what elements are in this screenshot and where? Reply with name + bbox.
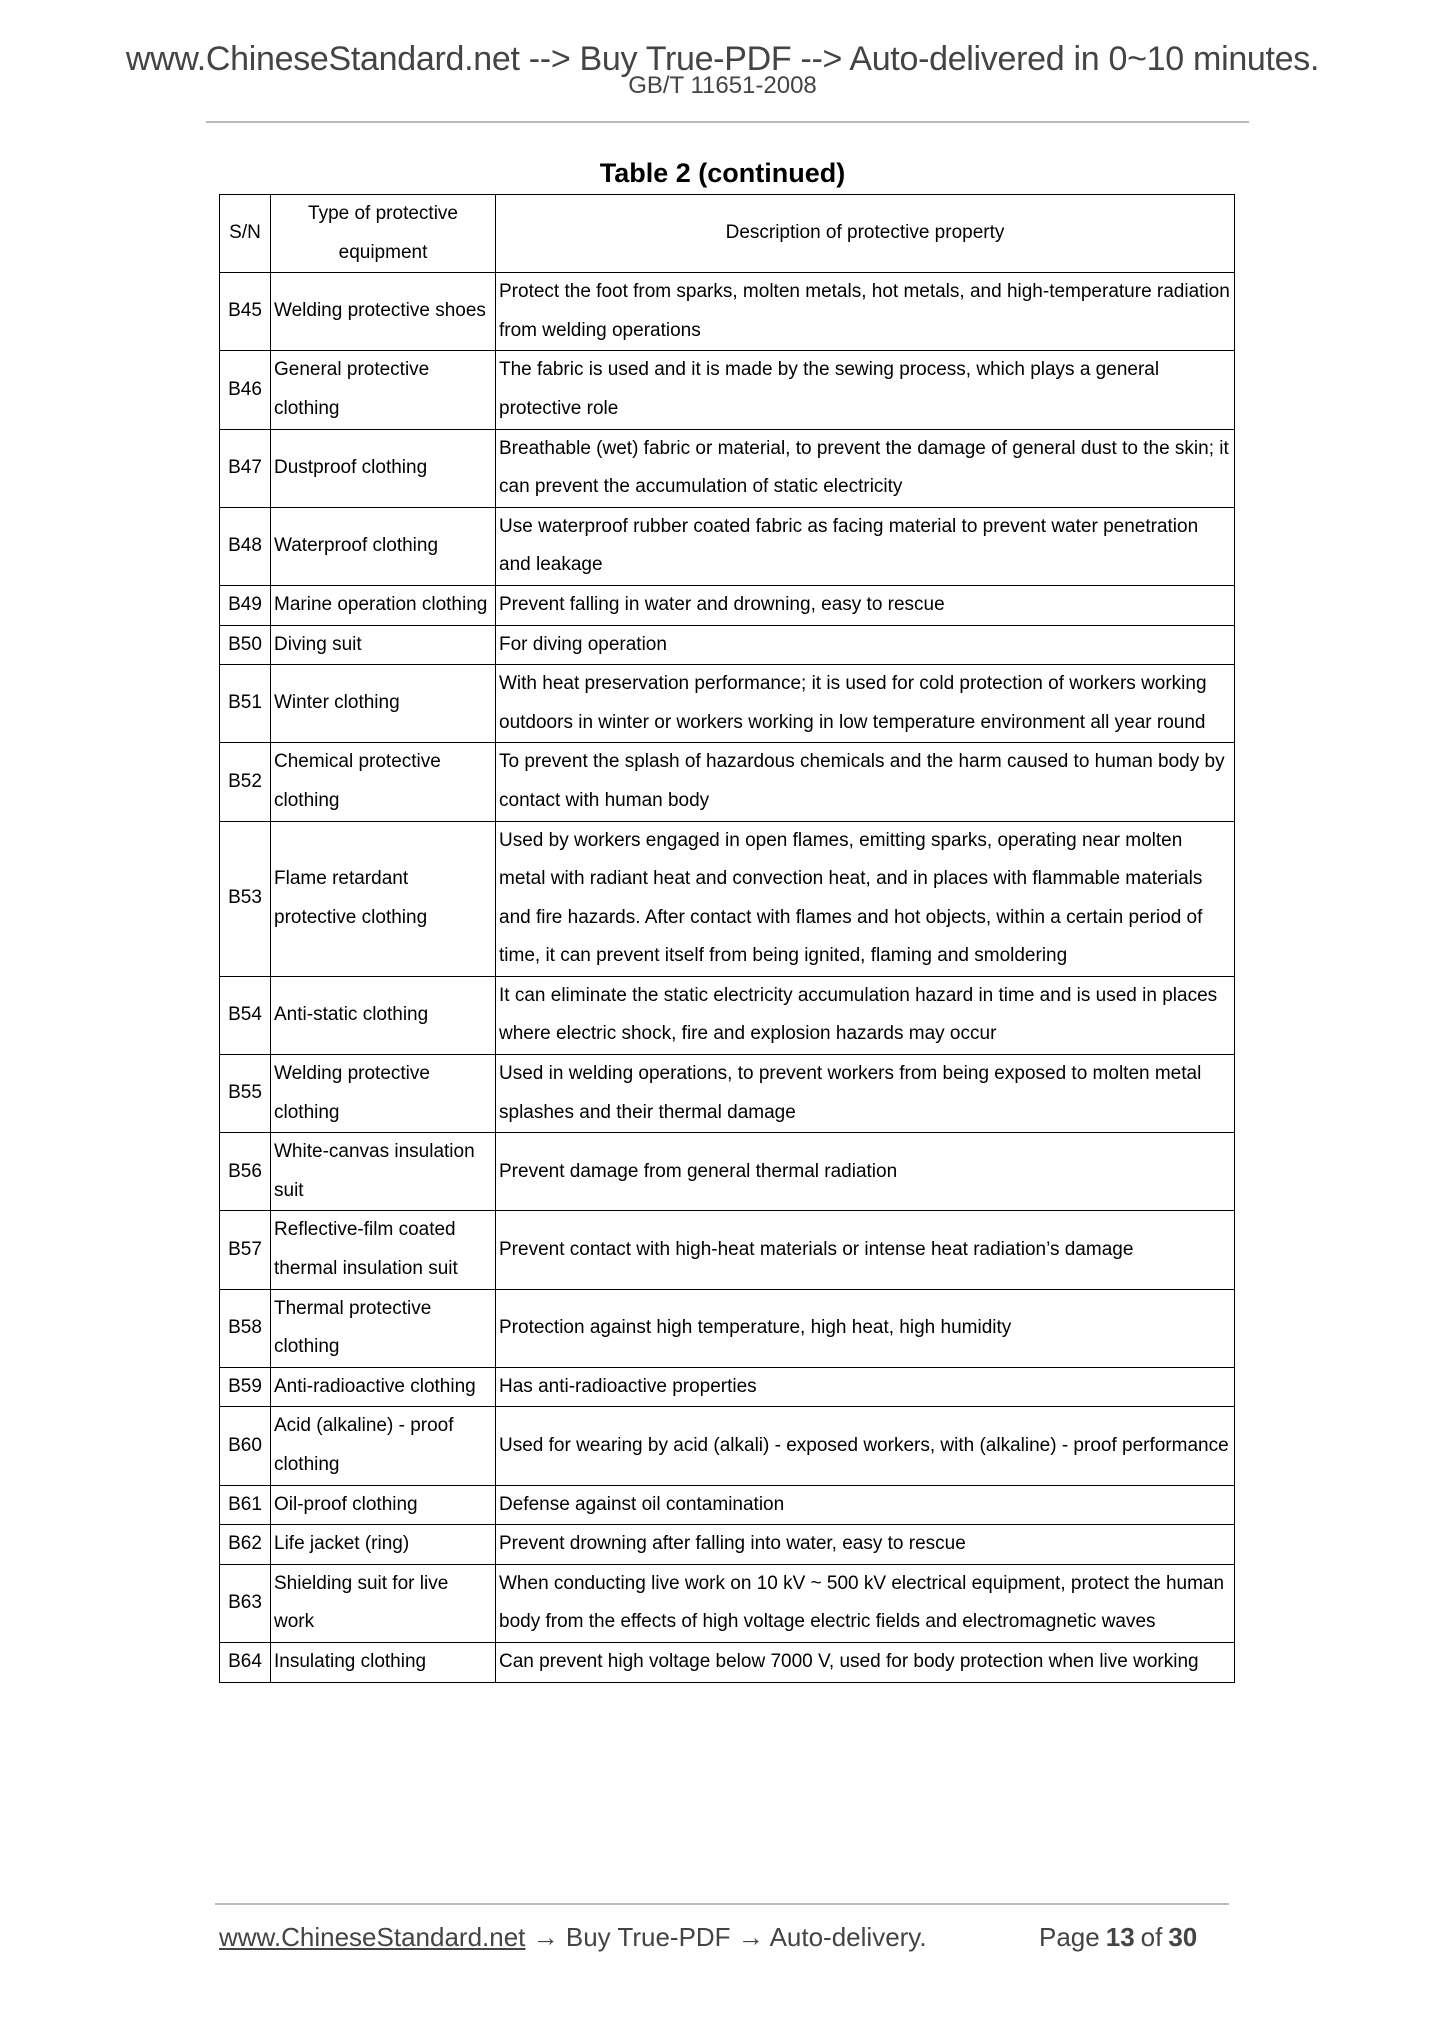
- table-title: Table 2 (continued): [599, 158, 846, 188]
- cell-type: Diving suit: [270, 624, 496, 666]
- cell-description: Defense against oil contamination: [495, 1484, 1235, 1526]
- cell-type: Flame retardant protective clothing: [270, 820, 496, 977]
- cell-type: Oil-proof clothing: [270, 1484, 496, 1526]
- cell-description: Prevent falling in water and drowning, e…: [495, 584, 1235, 626]
- cell-sn: B60: [219, 1406, 271, 1486]
- cell-description: Prevent damage from general thermal radi…: [495, 1132, 1235, 1212]
- cell-description: The fabric is used and it is made by the…: [495, 350, 1235, 430]
- cell-type: Winter clothing: [270, 664, 496, 744]
- cell-sn: B51: [219, 664, 271, 744]
- cell-sn: B64: [219, 1641, 271, 1683]
- table-row: B51 Winter clothing With heat preservation…: [219, 664, 1235, 744]
- cell-sn: B50: [219, 624, 271, 666]
- footer-text: www.ChineseStandard.net → Buy True-PDF →…: [219, 1922, 927, 1953]
- page-indicator: Page 13 of 30: [1039, 1922, 1203, 1953]
- cell-description: Prevent drowning after falling into wate…: [495, 1524, 1235, 1565]
- of-label: of: [1140, 1922, 1163, 1952]
- cell-sn: B54: [219, 975, 271, 1056]
- cell-type: Thermal protective clothing: [270, 1288, 496, 1368]
- cell-type: Life jacket (ring): [270, 1524, 496, 1565]
- table-row: B53 Flame retardant protective clothing Us…: [219, 820, 1235, 977]
- table-row: B47 Dustproof clothing Breathable (wet) fa…: [219, 428, 1235, 508]
- table-row: B48 Waterproof clothing Use waterproof rub…: [219, 506, 1235, 586]
- table-row: B58 Thermal protective clothing Protection…: [219, 1288, 1235, 1368]
- table-row: B62 Life jacket (ring) Prevent drowning af…: [219, 1524, 1235, 1565]
- table-row: B50 Diving suit For diving operation: [219, 624, 1235, 666]
- page-label: Page: [1039, 1922, 1100, 1952]
- cell-type: Chemical protective clothing: [270, 742, 496, 822]
- cell-type: White-canvas insulation suit: [270, 1132, 496, 1212]
- table-row: B55 Welding protective clothing Used in we…: [219, 1054, 1235, 1134]
- table-row: B63 Shielding suit for live work When cond…: [219, 1563, 1235, 1643]
- table-row: B52 Chemical protective clothing To preven…: [219, 742, 1235, 822]
- cell-description: Has anti-radioactive properties: [495, 1366, 1235, 1408]
- column-header-sn: S/N: [219, 193, 271, 274]
- cell-description: Use waterproof rubber coated fabric as f…: [495, 506, 1235, 586]
- cell-sn: B59: [219, 1366, 271, 1408]
- cell-type: Waterproof clothing: [270, 506, 496, 586]
- cell-description: Used in welding operations, to prevent w…: [495, 1054, 1235, 1134]
- cell-description: Can prevent high voltage below 7000 V, u…: [495, 1641, 1235, 1683]
- cell-description: Used by workers engaged in open flames, …: [495, 820, 1235, 977]
- cell-sn: B61: [219, 1484, 271, 1526]
- table-row: B56 White-canvas insulation suit Prevent d…: [219, 1132, 1235, 1212]
- cell-sn: B55: [219, 1054, 271, 1134]
- cell-description: To prevent the splash of hazardous chemi…: [495, 742, 1235, 822]
- table-row: B60 Acid (alkaline) - proof clothing Used …: [219, 1406, 1235, 1486]
- protective-equipment-table: S/N Type of protective equipment Descrip…: [219, 193, 1235, 1683]
- table-row: B64 Insulating clothing Can prevent high v…: [219, 1641, 1235, 1683]
- cell-type: Welding protective clothing: [270, 1054, 496, 1134]
- footer-tagline: → Buy True-PDF → Auto-delivery.: [525, 1922, 927, 1952]
- site-link[interactable]: www.ChineseStandard.net: [219, 1922, 526, 1952]
- cell-description: Prevent contact with high-heat materials…: [495, 1210, 1235, 1290]
- table-row: B57 Reflective-film coated thermal insula…: [219, 1210, 1235, 1290]
- table-row: B59 Anti-radioactive clothing Has anti-rad…: [219, 1366, 1235, 1408]
- header-divider: [206, 121, 1249, 123]
- cell-description: When conducting live work on 10 kV ~ 500…: [495, 1563, 1235, 1643]
- cell-type: Anti-static clothing: [270, 975, 496, 1056]
- cell-description: Protection against high temperature, hig…: [495, 1288, 1235, 1368]
- cell-sn: B62: [219, 1524, 271, 1565]
- cell-description: Protect the foot from sparks, molten met…: [495, 272, 1235, 352]
- cell-sn: B52: [219, 742, 271, 822]
- cell-type: Welding protective shoes: [270, 272, 496, 352]
- cell-description: For diving operation: [495, 624, 1235, 666]
- cell-sn: B45: [219, 272, 271, 352]
- column-header-type: Type of protective equipment: [270, 193, 496, 274]
- cell-sn: B49: [219, 584, 271, 626]
- cell-sn: B53: [219, 820, 271, 977]
- cell-sn: B63: [219, 1563, 271, 1643]
- total-pages: 30: [1168, 1922, 1198, 1952]
- page-number: 13: [1105, 1922, 1135, 1952]
- cell-type: Acid (alkaline) - proof clothing: [270, 1406, 496, 1486]
- cell-type: Marine operation clothing: [270, 584, 496, 626]
- footer-divider: [215, 1903, 1229, 1905]
- table-row: B45 Welding protective shoes Protect the f…: [219, 272, 1235, 352]
- cell-type: Shielding suit for live work: [270, 1563, 496, 1643]
- cell-sn: B47: [219, 428, 271, 508]
- cell-description: Breathable (wet) fabric or material, to …: [495, 428, 1235, 508]
- cell-sn: B48: [219, 506, 271, 586]
- cell-description: With heat preservation performance; it i…: [495, 664, 1235, 744]
- cell-type: General protective clothing: [270, 350, 496, 430]
- cell-sn: B56: [219, 1132, 271, 1212]
- cell-type: Reflective-film coated thermal insulatio…: [270, 1210, 496, 1290]
- table-row: B49 Marine operation clothing Prevent fall…: [219, 584, 1235, 626]
- cell-type: Anti-radioactive clothing: [270, 1366, 496, 1408]
- standard-number: GB/T 11651-2008: [628, 72, 817, 99]
- cell-type: Insulating clothing: [270, 1641, 496, 1683]
- table-row: B54 Anti-static clothing It can eliminate …: [219, 975, 1235, 1056]
- cell-sn: B46: [219, 350, 271, 430]
- header-banner: www.ChineseStandard.net --> Buy True-PDF…: [125, 40, 1320, 78]
- cell-sn: B57: [219, 1210, 271, 1290]
- cell-description: Used for wearing by acid (alkali) - expo…: [495, 1406, 1235, 1486]
- cell-type: Dustproof clothing: [270, 428, 496, 508]
- table-row: B46 General protective clothing The fabric…: [219, 350, 1235, 430]
- table-header-row: S/N Type of protective equipment Descrip…: [219, 193, 1235, 274]
- table-row: B61 Oil-proof clothing Defense against oil…: [219, 1484, 1235, 1526]
- cell-description: It can eliminate the static electricity …: [495, 975, 1235, 1056]
- column-header-description: Description of protective property: [495, 193, 1235, 274]
- cell-sn: B58: [219, 1288, 271, 1368]
